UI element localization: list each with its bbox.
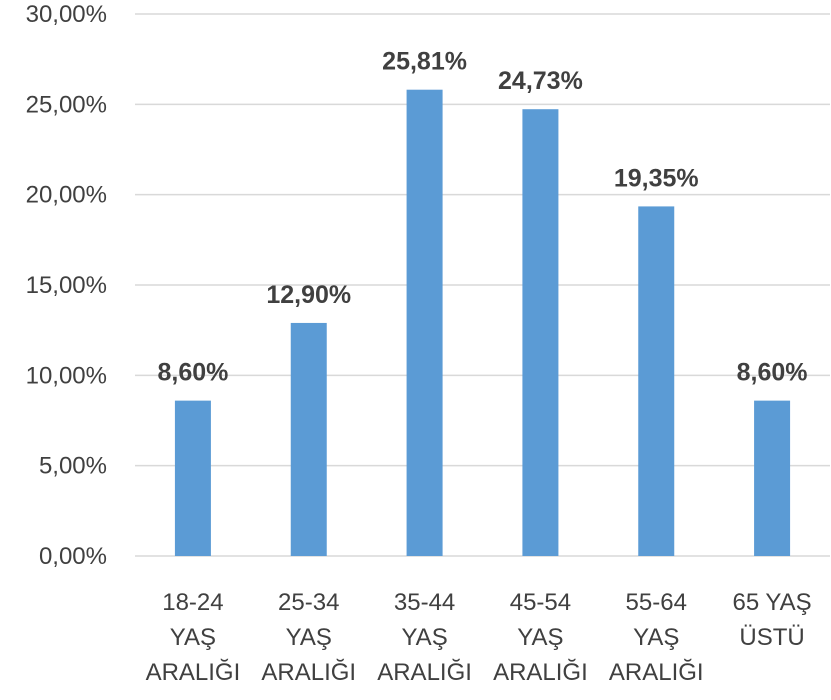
x-tick-label-line: 55-64 [626, 589, 687, 616]
x-tick-label: 18-24 YAŞ ARALIĞI [146, 589, 241, 686]
data-label: 8,60% [157, 359, 228, 387]
y-tick-label: 0,00% [39, 543, 107, 570]
x-tick-label: 55-64 YAŞ ARALIĞI [609, 589, 704, 686]
x-tick-label-line: 45-54 [510, 589, 571, 616]
x-tick-label-line: YAŞ [401, 624, 447, 651]
data-labels: 8,60% 12,90% 25,81% 24,73% 19,35% 8,60% [157, 48, 807, 387]
y-axis: 0,00% 5,00% 10,00% 15,00% 20,00% 25,00% 30,00% [26, 1, 107, 570]
bar [522, 109, 559, 556]
y-tick-label: 15,00% [26, 272, 107, 299]
x-tick-label-line: YAŞ [170, 624, 216, 651]
x-tick-label-line: ÜSTÜ [739, 624, 804, 651]
x-tick-label-line: YAŞ [633, 624, 679, 651]
x-tick-label-line: YAŞ [517, 624, 563, 651]
y-tick-label: 30,00% [26, 1, 107, 28]
x-tick-label-line: 18-24 [162, 589, 223, 616]
x-tick-label: 65 YAŞ ÜSTÜ [732, 589, 811, 651]
x-tick-label-line: 65 YAŞ [732, 589, 811, 616]
x-tick-label-line: ARALIĞI [493, 659, 588, 686]
x-axis: 18-24 YAŞ ARALIĞI 25-34 YAŞ ARALIĞI 35-44 YAŞ AR… [146, 589, 812, 686]
data-label: 8,60% [737, 359, 808, 387]
x-tick-label-line: YAŞ [286, 624, 332, 651]
x-tick-label: 35-44 YAŞ ARALIĞI [377, 589, 472, 686]
y-tick-label: 20,00% [26, 182, 107, 209]
data-label: 19,35% [614, 164, 699, 192]
grid-layer [135, 13, 830, 557]
y-tick-label: 25,00% [26, 91, 107, 118]
bar [638, 206, 675, 556]
x-tick-label-line: 35-44 [394, 589, 455, 616]
y-tick-label: 5,00% [39, 453, 107, 480]
bar [754, 400, 791, 556]
x-tick-label: 25-34 YAŞ ARALIĞI [261, 589, 356, 686]
x-tick-label-line: 25-34 [278, 589, 339, 616]
data-label: 12,90% [266, 281, 351, 309]
data-label: 25,81% [382, 48, 467, 76]
bars [174, 89, 791, 556]
bar [174, 400, 211, 556]
x-tick-label: 45-54 YAŞ ARALIĞI [493, 589, 588, 686]
x-tick-label-line: ARALIĞI [146, 659, 241, 686]
x-tick-label-line: ARALIĞI [377, 659, 472, 686]
y-tick-label: 10,00% [26, 362, 107, 389]
x-tick-label-line: ARALIĞI [261, 659, 356, 686]
bar [290, 322, 327, 556]
x-tick-label-line: ARALIĞI [609, 659, 704, 686]
data-label: 24,73% [498, 67, 583, 95]
bar [406, 89, 443, 556]
